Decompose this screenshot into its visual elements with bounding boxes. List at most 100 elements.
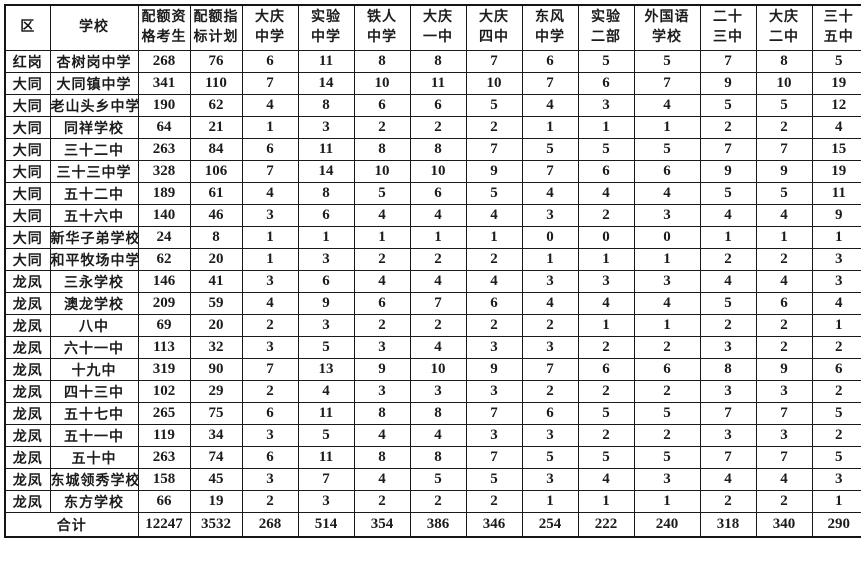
value-cell: 6 (521, 402, 579, 425)
value-cell: 46 (189, 204, 243, 227)
value-cell: 7 (241, 358, 299, 381)
value-cell: 4 (353, 424, 411, 447)
value-cell: 5 (521, 138, 579, 161)
value-cell: 110 (189, 72, 243, 95)
value-cell: 1 (241, 248, 299, 271)
total-label-cell: 合计 (4, 512, 139, 538)
value-cell: 3 (699, 336, 757, 359)
value-cell: 2 (409, 314, 467, 337)
district-cell: 红岗 (4, 50, 51, 73)
value-cell: 6 (577, 358, 635, 381)
value-cell: 2 (755, 248, 813, 271)
total-value-cell: 340 (755, 512, 813, 538)
value-cell: 2 (241, 490, 299, 513)
value-cell: 0 (633, 226, 701, 249)
value-cell: 2 (755, 490, 813, 513)
table-row: 大同 三十三中学 328 106 7 14 10 10 9 7 6 6 9 9 19 (4, 160, 861, 183)
table-row: 大同 老山头乡中学 190 62 4 8 6 6 5 4 3 4 5 5 12 (4, 94, 861, 117)
value-cell: 3 (755, 424, 813, 447)
value-cell: 2 (465, 314, 523, 337)
value-cell: 2 (755, 336, 813, 359)
value-cell: 140 (137, 204, 191, 227)
value-cell: 4 (755, 468, 813, 491)
column-header: 大庆 一中 (409, 4, 467, 51)
value-cell: 1 (409, 226, 467, 249)
value-cell: 3 (811, 468, 861, 491)
value-cell: 3 (465, 380, 523, 403)
value-cell: 2 (465, 116, 523, 139)
table-header: 区学校 配额资 格考生 配额指 标计划 大庆 中学 实验 中学 铁人 中学 大庆 一中 大庆 四中 东风 中学实… (4, 4, 861, 51)
value-cell: 12 (811, 94, 861, 117)
value-cell: 1 (811, 226, 861, 249)
district-cell: 龙凤 (4, 446, 51, 469)
value-cell: 3 (521, 468, 579, 491)
value-cell: 7 (755, 138, 813, 161)
district-cell: 龙凤 (4, 314, 51, 337)
value-cell: 7 (755, 446, 813, 469)
table-row: 龙凤 澳龙学校 209 59 4 9 6 7 6 4 4 4 5 6 4 (4, 292, 861, 315)
district-cell: 龙凤 (4, 424, 51, 447)
value-cell: 4 (353, 204, 411, 227)
school-cell: 六十一中 (49, 336, 139, 359)
total-value-cell: 268 (241, 512, 299, 538)
value-cell: 7 (699, 446, 757, 469)
value-cell: 4 (297, 380, 355, 403)
school-cell: 东方学校 (49, 490, 139, 513)
table-row: 龙凤 东方学校 66 19 2 3 2 2 2 1 1 1 2 2 1 (4, 490, 861, 513)
district-cell: 大同 (4, 72, 51, 95)
value-cell: 3 (811, 248, 861, 271)
value-cell: 2 (755, 116, 813, 139)
value-cell: 7 (465, 402, 523, 425)
value-cell: 6 (297, 270, 355, 293)
value-cell: 14 (297, 160, 355, 183)
value-cell: 3 (297, 116, 355, 139)
value-cell: 4 (465, 204, 523, 227)
table-row: 龙凤 五十七中 265 75 6 11 8 8 7 6 5 5 7 7 5 (4, 402, 861, 425)
school-cell: 大同镇中学 (49, 72, 139, 95)
value-cell: 3 (521, 424, 579, 447)
value-cell: 4 (755, 270, 813, 293)
value-cell: 4 (577, 292, 635, 315)
value-cell: 1 (633, 314, 701, 337)
value-cell: 8 (353, 50, 411, 73)
header-row: 区学校 配额资 格考生 配额指 标计划 大庆 中学 实验 中学 铁人 中学 大庆 一中 大庆 四中 东风 中学实… (4, 4, 861, 51)
total-value-cell: 254 (521, 512, 579, 538)
value-cell: 265 (137, 402, 191, 425)
value-cell: 4 (409, 336, 467, 359)
value-cell: 3 (633, 270, 701, 293)
value-cell: 1 (633, 116, 701, 139)
value-cell: 7 (699, 138, 757, 161)
column-header: 东风 中学 (521, 4, 579, 51)
total-value-cell: 290 (811, 512, 861, 538)
value-cell: 1 (633, 248, 701, 271)
value-cell: 9 (755, 160, 813, 183)
value-cell: 8 (409, 446, 467, 469)
value-cell: 3 (241, 270, 299, 293)
value-cell: 3 (353, 336, 411, 359)
value-cell: 74 (189, 446, 243, 469)
value-cell: 4 (699, 204, 757, 227)
school-cell: 十九中 (49, 358, 139, 381)
value-cell: 2 (521, 380, 579, 403)
value-cell: 2 (353, 490, 411, 513)
district-cell: 大同 (4, 138, 51, 161)
district-cell: 龙凤 (4, 380, 51, 403)
total-value-cell: 240 (633, 512, 701, 538)
table-row: 大同 大同镇中学 341 110 7 14 10 11 10 7 6 7 9 10 19 (4, 72, 861, 95)
value-cell: 4 (241, 94, 299, 117)
value-cell: 0 (521, 226, 579, 249)
value-cell: 6 (409, 94, 467, 117)
total-value-cell: 222 (577, 512, 635, 538)
value-cell: 3 (521, 270, 579, 293)
value-cell: 3 (241, 424, 299, 447)
value-cell: 7 (633, 72, 701, 95)
value-cell: 2 (633, 380, 701, 403)
value-cell: 3 (811, 270, 861, 293)
value-cell: 20 (189, 314, 243, 337)
district-cell: 大同 (4, 248, 51, 271)
value-cell: 6 (353, 94, 411, 117)
value-cell: 7 (465, 50, 523, 73)
value-cell: 5 (811, 50, 861, 73)
value-cell: 4 (577, 468, 635, 491)
column-header: 大庆 中学 (241, 4, 299, 51)
